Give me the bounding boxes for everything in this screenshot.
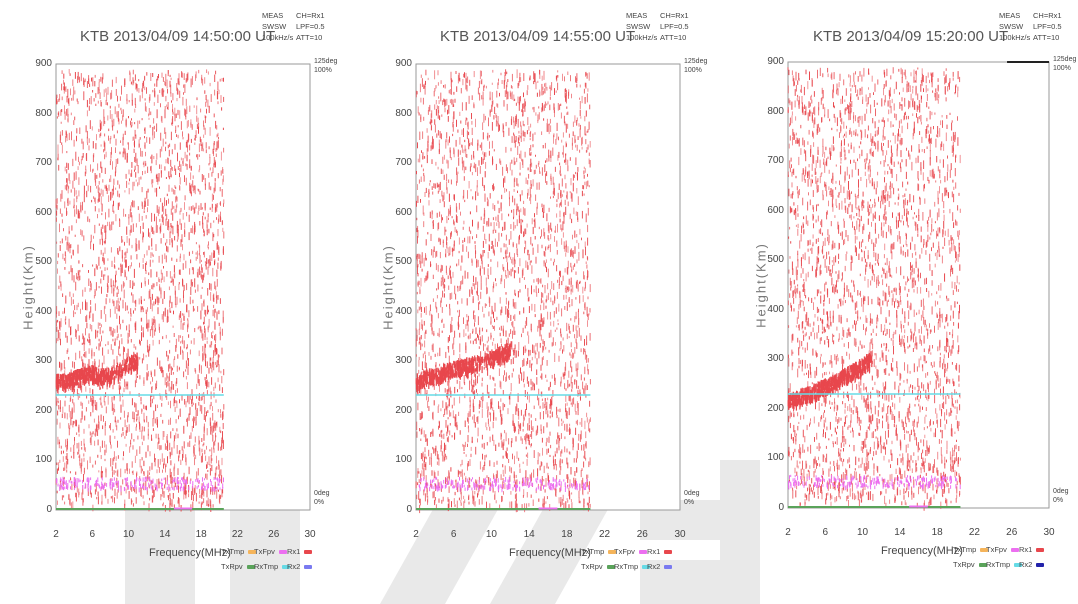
- y-tick-label: 500: [35, 256, 52, 268]
- y-tick-label: 200: [35, 404, 52, 416]
- right-axis-bottom-label: 0%: [314, 499, 325, 506]
- legend-item: Rx2: [287, 562, 313, 571]
- legend-label: Rx1: [287, 547, 301, 556]
- x-tick-label: 30: [304, 529, 316, 540]
- ionogram-plot: [55, 63, 311, 512]
- y-tick-label: 700: [35, 157, 52, 169]
- x-tick-label: 6: [89, 529, 96, 540]
- legend-label: TxRpv: [221, 562, 243, 571]
- legend-item: RxTmp: [254, 562, 291, 571]
- y-axis-label: Height(Km): [20, 244, 36, 330]
- measurement-info: CH=Rx1 LPF=0.5 ATT=10: [296, 11, 325, 42]
- legend-label: Rx2: [287, 562, 301, 571]
- legend-item: Rx1: [287, 547, 313, 556]
- legend-label: TxFpv: [254, 547, 275, 556]
- y-tick-label: 100: [35, 454, 52, 466]
- legend-item: TxTmp: [221, 547, 257, 556]
- y-tick-label: 900: [35, 58, 52, 69]
- y-tick-label: 800: [35, 107, 52, 119]
- x-tick-label: 22: [231, 529, 243, 540]
- right-axis-top-label: 125deg: [314, 58, 338, 65]
- x-axis-label: Frequency(MHz): [149, 547, 231, 559]
- echo-points: [55, 69, 225, 512]
- right-axis-bottom-label: 0deg: [314, 490, 330, 497]
- legend-swatch: [246, 564, 255, 569]
- ionogram-plot: [415, 63, 681, 514]
- ionogram-panel-2: 0 100 200 300 400 500 600 700 800 900 2 6 10 14 18 22 26…: [360, 0, 708, 604]
- y-tick-label: 600: [35, 206, 52, 218]
- legend-label: RxTmp: [254, 562, 279, 571]
- legend-swatch: [278, 549, 287, 554]
- y-tick-label: 0: [46, 504, 52, 515]
- legend-item: TxFpv: [254, 547, 287, 556]
- measurement-info: MEAS SWSW 100kHz/s: [262, 11, 294, 42]
- echo-points: [415, 69, 591, 514]
- f-layer-trace: [55, 352, 139, 393]
- ionogram-panel-1: 0 100 200 300 400 500 600 700 800 900 2 6 10 14 18 22 26…: [0, 0, 338, 604]
- right-axis-top-label: 100%: [314, 67, 332, 74]
- y-tick-label: 300: [35, 355, 52, 367]
- y-axis-label-wrap: Height(Km): [18, 187, 38, 387]
- legend-label: TxTmp: [221, 547, 245, 556]
- legend-swatch: [282, 564, 291, 569]
- legend-swatch: [304, 549, 313, 554]
- x-tick-label: 2: [53, 529, 59, 540]
- x-tick-label: 18: [195, 529, 207, 540]
- x-tick-label: 26: [268, 529, 280, 540]
- legend-swatch: [304, 564, 313, 569]
- x-tick-label: 10: [123, 529, 135, 540]
- legend-item: TxRpv: [221, 562, 255, 571]
- y-tick-label: 400: [35, 305, 52, 317]
- legend-swatch: [248, 549, 257, 554]
- x-tick-label: 14: [159, 529, 171, 540]
- tx-fpv-band: [56, 476, 224, 493]
- chart-title: KTB 2013/04/09 14:50:00 UT: [80, 28, 276, 45]
